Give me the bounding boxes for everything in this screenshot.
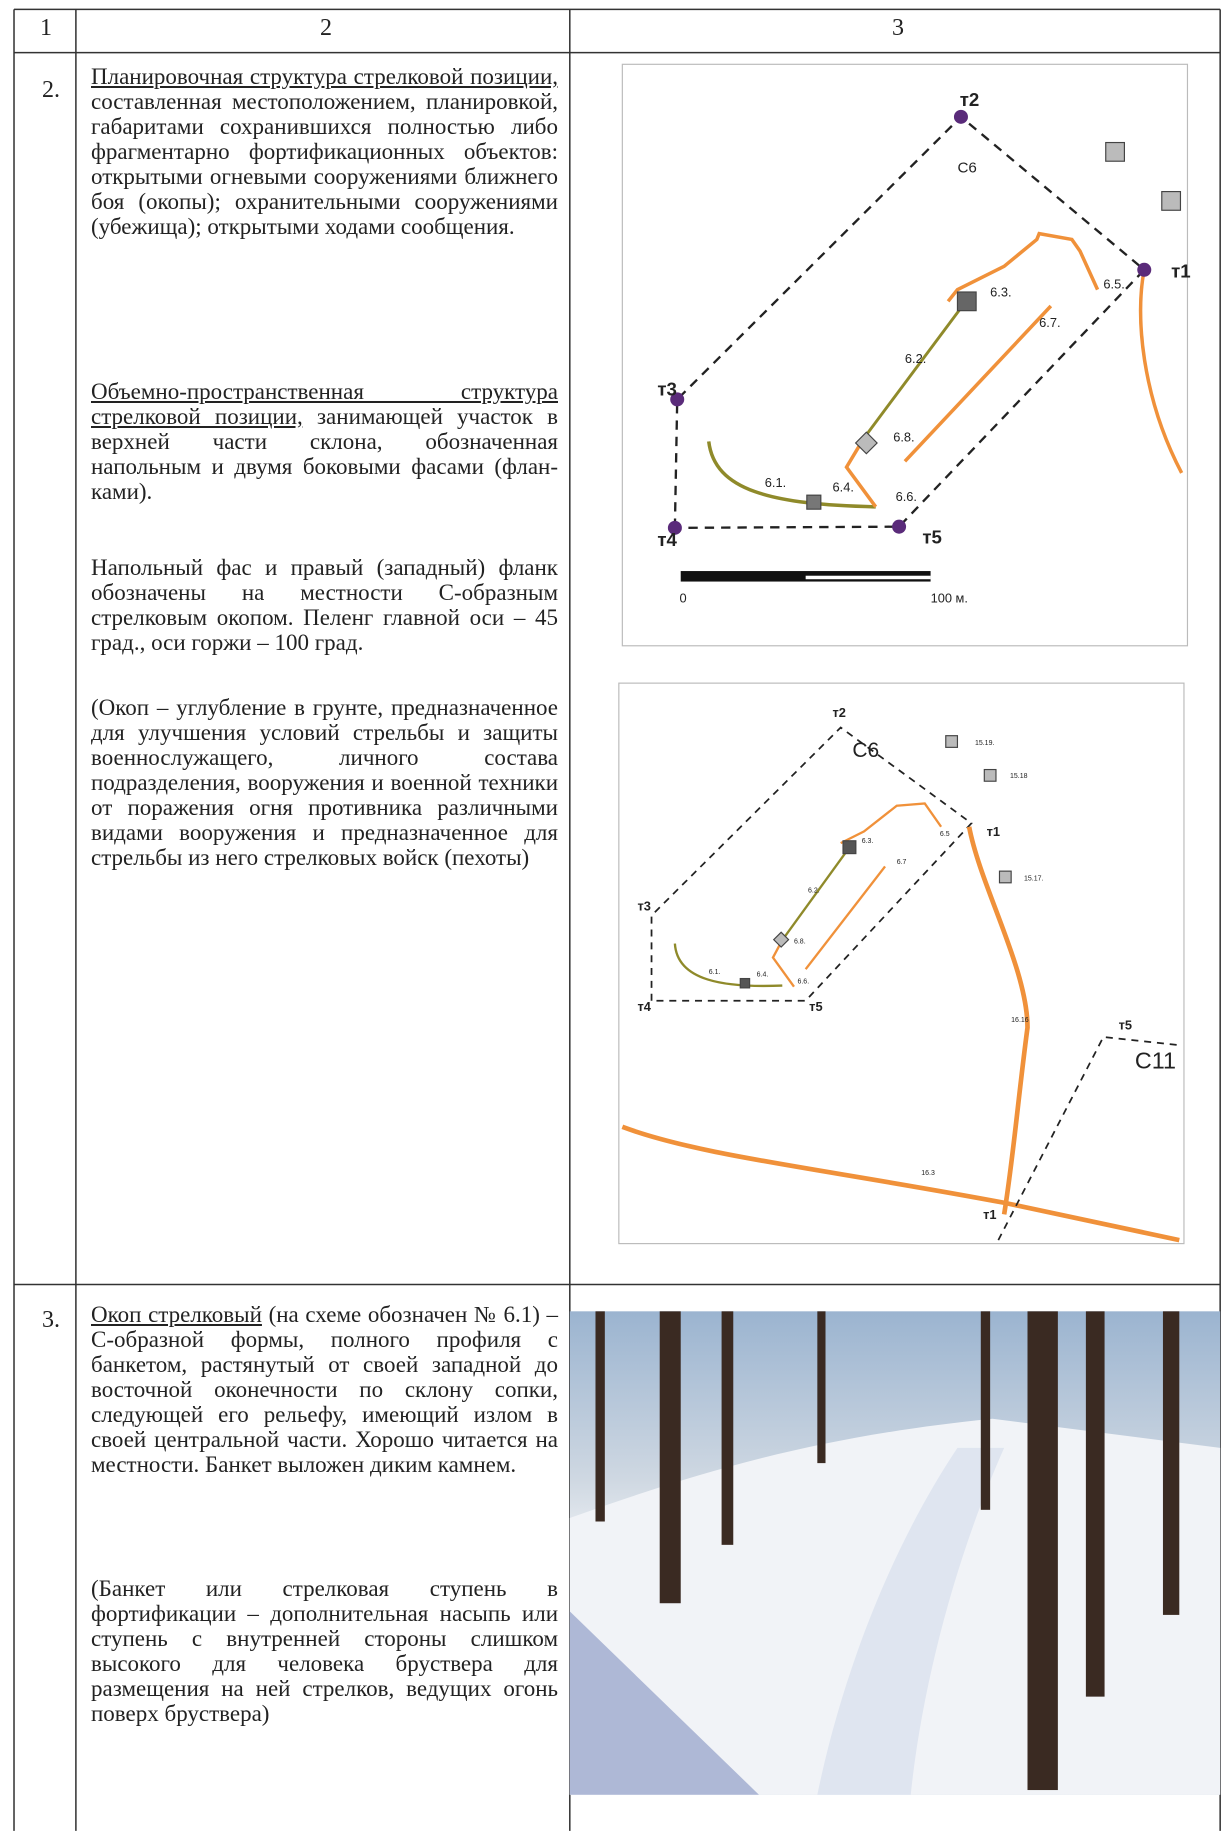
underlined-term: Объемно-пространственная структура стрел… bbox=[91, 379, 558, 429]
scheme-label: 16.16 bbox=[1011, 1017, 1029, 1024]
col-header: 1 bbox=[40, 15, 52, 41]
scheme-label: т1 bbox=[987, 824, 1000, 839]
scheme-label: т5 bbox=[1119, 1018, 1132, 1033]
scheme-label: т3 bbox=[657, 378, 677, 399]
scheme-label: т4 bbox=[638, 999, 652, 1014]
scheme-label: 6.6. bbox=[797, 978, 809, 985]
paragraph: (Окоп – углубление в грунте, предназначе… bbox=[91, 695, 558, 870]
scheme-label: 6.7. bbox=[1039, 315, 1060, 330]
row-number: 3. bbox=[42, 1307, 60, 1333]
paragraph-text: Напольный фас и правый (западный) фланк … bbox=[91, 555, 558, 655]
paragraph: Объемно-пространственная структура стрел… bbox=[91, 379, 558, 504]
paragraph: (Банкет или стрелковая ступень в фортифи… bbox=[91, 1576, 558, 1726]
scheme-label: 16.3 bbox=[921, 1170, 935, 1177]
scheme-label: С6 bbox=[852, 739, 879, 762]
paragraph: Планировочная структура стрелковой позиц… bbox=[91, 64, 558, 239]
scheme-label: 0 bbox=[680, 590, 687, 605]
scheme-label: 6.6. bbox=[896, 489, 917, 504]
scheme-label: 6.2. bbox=[808, 887, 820, 894]
paragraph-text: (Банкет или стрелковая ступень в фортифи… bbox=[91, 1576, 558, 1726]
scheme-label: 6.3. bbox=[862, 838, 874, 845]
scheme-label: 6.7 bbox=[897, 859, 907, 866]
scheme-label: 6.3. bbox=[990, 284, 1011, 299]
scheme-label: т1 bbox=[983, 1207, 996, 1222]
scheme-label: 6.4. bbox=[833, 479, 854, 494]
paragraph-text: (на схеме обозначен № 6.1) – С-образной … bbox=[91, 1302, 559, 1477]
scheme-label: С6 bbox=[957, 159, 976, 176]
scheme-label: т2 bbox=[833, 705, 846, 720]
scheme-1: т2 С6 т1 6.5. 6.3. 6.7. 6.2. т3 6.8. 6.1. 6.4. 6.6.… bbox=[621, 63, 1191, 647]
scheme-label: 6.4. bbox=[757, 971, 769, 978]
scheme-label: т1 bbox=[1171, 261, 1191, 282]
scheme-label: 15.17. bbox=[1024, 876, 1044, 883]
scheme-label: т2 bbox=[960, 89, 980, 110]
paragraph: Напольный фас и правый (западный) фланк … bbox=[91, 555, 558, 655]
paragraph-text: (Окоп – углубление в грунте, предназначе… bbox=[91, 695, 558, 870]
scheme-label: 6.8. bbox=[893, 429, 914, 444]
scheme-label: 6.8. bbox=[794, 939, 806, 946]
scheme-label: 6.5. bbox=[1103, 276, 1124, 291]
scheme-label: 100 м. bbox=[931, 590, 968, 605]
paragraph-text: составленная местоположением, планировко… bbox=[91, 89, 558, 239]
col-header: 3 bbox=[892, 15, 904, 41]
scheme-label: т5 bbox=[922, 527, 942, 548]
scheme-label: 6.1. bbox=[765, 475, 786, 490]
scheme-label: т5 bbox=[809, 999, 822, 1014]
underlined-term: Окоп стрелковый bbox=[91, 1302, 262, 1327]
scheme-label: 15.19. bbox=[975, 740, 995, 747]
paragraph-text: занимающей участок в верхней части склон… bbox=[91, 404, 558, 504]
scheme-label: 6.2. bbox=[905, 351, 926, 366]
paragraph: Окоп стрелковый (на схеме обозначен № 6.… bbox=[91, 1302, 558, 1477]
row-number: 2. bbox=[42, 77, 60, 103]
table-borders bbox=[13, 8, 1221, 1831]
scheme-label: 6.5 bbox=[940, 831, 950, 838]
underlined-term: Планировочная структура стрелковой позиц… bbox=[91, 64, 558, 89]
scheme-label: 15.18 bbox=[1010, 773, 1028, 780]
scheme-2: т2 С6 15.19. 15.18 т1 6.5 6.3. 6.7 15.17. 6.2. т3 6… bbox=[618, 682, 1185, 1245]
scheme-label: 6.1. bbox=[709, 969, 721, 976]
scheme-label: С11 bbox=[1135, 1047, 1176, 1073]
scheme-label: т4 bbox=[657, 529, 677, 550]
scheme-label: т3 bbox=[638, 899, 651, 914]
photo bbox=[569, 1311, 1221, 1795]
col-header: 2 bbox=[320, 15, 332, 41]
